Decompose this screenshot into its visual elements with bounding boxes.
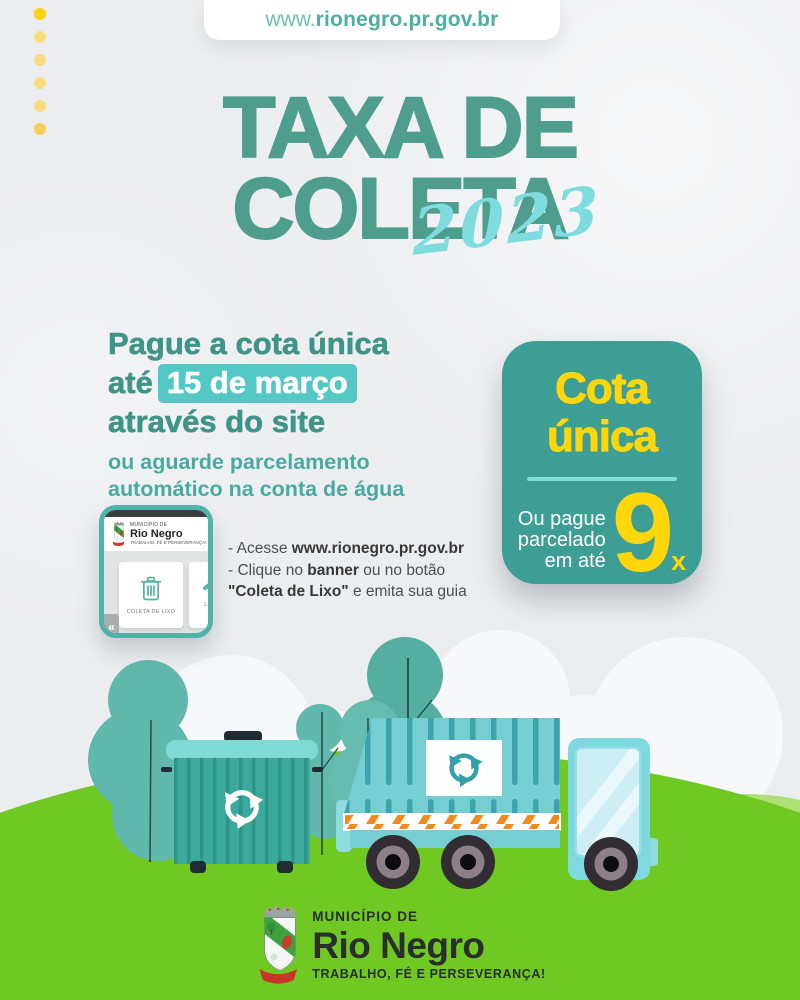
garbage-truck <box>336 718 658 891</box>
pen-icon <box>202 578 208 591</box>
url-main: rionegro.pr.gov.br <box>315 8 499 31</box>
title-line-2: COLETA <box>231 161 570 257</box>
preview-site-brand: MUNICÍPIO DE Rio Negro TRABALHO, FÉ E PE… <box>130 521 207 546</box>
offer-installments: Ou pague parcelado em até 9 x <box>502 470 702 595</box>
url-prefix: www. <box>265 8 316 31</box>
preview-coleta-de-lixo-button: COLETA DE LIXO <box>119 562 183 628</box>
preview-second-button: LIC <box>189 562 208 628</box>
offer-alt-line-1: Ou pague <box>517 507 606 530</box>
date-highlight: 15 de março <box>157 364 357 403</box>
website-url-pill: www. rionegro.pr.gov.br <box>204 0 560 40</box>
footer-brand-text: MUNICÍPIO DE Rio Negro TRABALHO, FÉ E PE… <box>312 910 545 980</box>
dumpster-body <box>174 758 310 864</box>
instruction-2-bold: banner <box>307 561 359 579</box>
accent-dots <box>34 8 46 146</box>
instruction-3-suffix: e emita sua guia <box>348 583 467 600</box>
title-line-1: TAXA DE <box>222 80 580 176</box>
illustration-scene <box>0 630 800 1000</box>
accent-dot <box>34 54 46 66</box>
instruction-1-text: - Acesse <box>228 540 292 557</box>
headline-line-2-text: até <box>108 365 153 401</box>
installments-number: 9 <box>611 470 674 595</box>
truck-recycle-panel <box>426 740 502 796</box>
offer-alt-line-2: parcelado <box>517 528 606 551</box>
truck-wheel <box>366 835 420 889</box>
preview-brand-name: Rio Negro <box>130 527 183 540</box>
preview-site-header: MUNICÍPIO DE Rio Negro TRABALHO, FÉ E PE… <box>104 517 208 551</box>
preview-card-label: COLETA DE LIXO <box>126 609 176 615</box>
trash-icon <box>140 575 162 602</box>
footer-brand-name: Rio Negro <box>312 924 485 966</box>
truck-wheel <box>441 835 495 889</box>
truck-wheel <box>584 837 638 891</box>
headline-line-2: até 15 de março <box>108 363 404 403</box>
instruction-3-bold: "Coleta de Lixo" <box>228 583 349 600</box>
rio-negro-coat-of-arms-icon <box>111 521 126 547</box>
footer-brand-motto: TRABALHO, FÉ E PERSEVERANÇA! <box>312 966 546 981</box>
headline-line-1: Pague a cota única <box>108 326 389 362</box>
instruction-line-2: - Clique no banner ou no botão <box>228 560 467 582</box>
offer-divider <box>527 477 677 481</box>
offer-title-line-1: Cota <box>555 364 651 413</box>
truck-hazard-stripe <box>343 813 561 831</box>
preview-browser-bar <box>104 510 208 517</box>
instruction-line-1: - Acesse www.rionegro.pr.gov.br <box>228 538 467 560</box>
instruction-2-text: - Clique no <box>228 561 308 579</box>
rio-negro-coat-of-arms-icon <box>254 903 302 987</box>
website-preview-thumbnail: MUNICÍPIO DE Rio Negro TRABALHO, FÉ E PE… <box>99 505 213 638</box>
offer-alt-line-3: em até <box>544 549 606 572</box>
dumpster-handle <box>224 731 262 742</box>
offer-alt-text: Ou pague parcelado em até <box>517 507 606 572</box>
preview-site-body: COLETA DE LIXO LIC « <box>104 551 208 633</box>
offer-title-line-2: única <box>547 412 659 461</box>
installments-x: x <box>671 546 687 576</box>
preview-card2-label: LIC <box>204 601 208 608</box>
headline-line-3: através do site <box>108 404 326 440</box>
dumpster-lid <box>166 740 318 760</box>
preview-collapse-button: « <box>104 614 119 633</box>
headline-block: Pague a cota única até 15 de março atravé… <box>108 324 405 503</box>
accent-dot <box>34 8 46 20</box>
subheadline-line-1: ou aguarde parcelamento <box>108 450 370 474</box>
instruction-2-suffix: ou no botão <box>358 561 446 579</box>
accent-dot <box>34 100 46 112</box>
instructions-block: - Acesse www.rionegro.pr.gov.br - Clique… <box>228 538 467 603</box>
accent-dot <box>34 77 46 89</box>
preview-brand-motto: TRABALHO, FÉ E PERSEVERANÇA! <box>130 539 207 545</box>
accent-dot <box>34 31 46 43</box>
footer-brand-top: MUNICÍPIO DE <box>312 909 419 924</box>
instruction-1-bold: www.rionegro.pr.gov.br <box>291 540 464 557</box>
website-preview-screen: MUNICÍPIO DE Rio Negro TRABALHO, FÉ E PE… <box>104 510 208 633</box>
offer-title: Cota única <box>502 364 702 461</box>
footer-brand: MUNICÍPIO DE Rio Negro TRABALHO, FÉ E PE… <box>254 903 545 987</box>
accent-dot <box>34 123 46 135</box>
instruction-line-3: "Coleta de Lixo" e emita sua guia <box>228 581 467 603</box>
dumpster <box>161 731 323 873</box>
cota-unica-card: Cota única Ou pague parcelado em até 9 x <box>502 341 702 595</box>
subheadline-line-2: automático na conta de água <box>108 477 405 501</box>
poster-title: TAXA DE COLETA <box>0 80 800 257</box>
preview-brand-top: MUNICÍPIO DE <box>130 521 168 528</box>
chevron-left-icon: « <box>108 620 115 633</box>
